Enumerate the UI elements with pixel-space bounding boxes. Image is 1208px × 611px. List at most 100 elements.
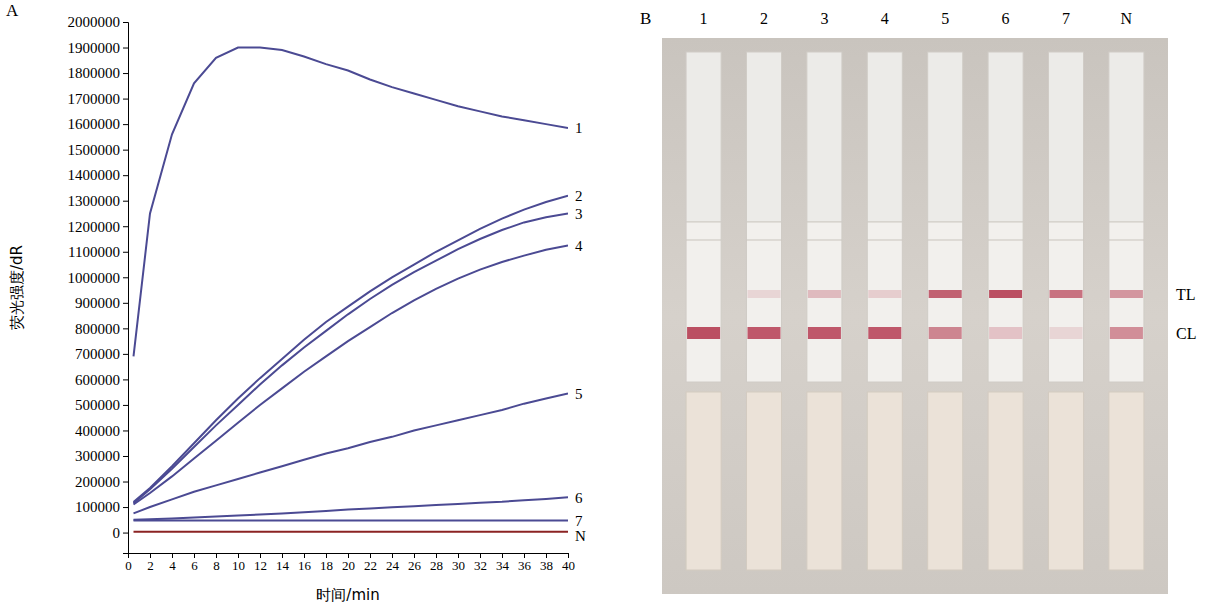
lane-label: 3 [820, 10, 828, 27]
y-tick-label: 1200000 [68, 219, 121, 235]
strip-top-pad [988, 52, 1023, 222]
strip [746, 52, 781, 570]
x-tick: 36 [518, 553, 532, 573]
x-tick-label: 14 [276, 558, 290, 573]
x-tick: 32 [474, 553, 487, 573]
strip-bottom-pad [988, 392, 1023, 570]
lane-label: 6 [1002, 10, 1010, 27]
lane-label: 1 [700, 10, 708, 27]
x-tick-label: 0 [125, 558, 132, 573]
figure: A010000020000030000040000050000060000070… [0, 0, 1208, 611]
x-tick-label: 2 [147, 558, 154, 573]
strip-edge [1109, 240, 1144, 241]
test-line-band [1049, 290, 1082, 298]
strip-edge [686, 240, 721, 241]
x-tick-label: 38 [540, 558, 553, 573]
y-tick-mark [123, 99, 128, 100]
x-tick-label: 6 [191, 558, 198, 573]
control-line-band [1049, 327, 1082, 339]
y-tick-mark [123, 124, 128, 125]
y-tick-mark [123, 226, 128, 227]
y-tick: 1100000 [68, 244, 128, 260]
x-tick-label: 20 [342, 558, 355, 573]
y-tick: 400000 [75, 423, 128, 439]
y-tick: 1200000 [68, 219, 129, 235]
control-line-band [808, 327, 841, 339]
x-tick: 8 [213, 553, 220, 573]
y-tick-mark [123, 201, 128, 202]
y-tick: 1700000 [68, 91, 129, 107]
y-axis-line [123, 23, 129, 554]
y-tick-mark [123, 48, 128, 49]
y-tick-mark [123, 22, 128, 23]
strip-bottom-pad [928, 392, 963, 570]
series-label: 1 [575, 120, 583, 136]
series-line [134, 520, 569, 522]
y-tick-mark [123, 482, 128, 483]
y-tick-label: 2000000 [68, 14, 121, 30]
y-tick-mark [123, 277, 128, 278]
y-tick-mark [123, 456, 128, 457]
lines [134, 48, 569, 532]
x-tick-label: 28 [430, 558, 443, 573]
series-line [134, 245, 569, 504]
y-tick-label: 1600000 [68, 116, 121, 132]
x-tick: 10 [232, 553, 245, 573]
test-line-band [989, 290, 1022, 298]
x-tick-label: 12 [254, 558, 267, 573]
y-tick-mark [123, 430, 128, 431]
y-tick: 1400000 [68, 167, 129, 183]
y-tick-mark [123, 303, 128, 304]
y-tick: 1900000 [68, 40, 129, 56]
control-line-band [687, 327, 720, 339]
test-line-band [687, 290, 720, 298]
x-tick: 40 [562, 553, 575, 573]
x-tick: 30 [452, 553, 465, 573]
x-tick: 14 [276, 553, 290, 573]
strip-top-pad [1048, 52, 1083, 222]
test-line-band [929, 290, 962, 298]
y-tick-mark [123, 405, 128, 406]
control-line-label: CL [1176, 325, 1196, 342]
strip-edge [867, 240, 902, 241]
strip-top-pad [1109, 52, 1144, 222]
x-tick-label: 40 [562, 558, 575, 573]
x-tick: 34 [496, 553, 510, 573]
y-axis-title: 荧光强度/dR [8, 245, 26, 330]
y-tick: 300000 [75, 448, 128, 464]
strip-membrane [1109, 222, 1144, 382]
x-tick-label: 36 [518, 558, 532, 573]
y-tick: 600000 [75, 372, 128, 388]
strip [988, 52, 1023, 570]
series-label: 6 [575, 490, 583, 506]
series-line [134, 531, 569, 533]
x-tick-label: 32 [474, 558, 487, 573]
x-tick-label: 16 [298, 558, 312, 573]
y-tick-mark [123, 175, 128, 176]
control-line-band [1110, 327, 1143, 339]
y-tick: 2000000 [68, 14, 129, 30]
x-tick: 16 [298, 553, 312, 573]
series-line [134, 497, 569, 519]
y-axis: 0100000200000300000400000500000600000700… [68, 14, 129, 553]
y-tick-mark [123, 73, 128, 74]
y-tick-label: 900000 [75, 295, 120, 311]
y-tick: 700000 [75, 346, 128, 362]
y-tick-label: 1500000 [68, 142, 121, 158]
strip-top-pad [746, 52, 781, 222]
y-tick: 100000 [75, 499, 128, 515]
y-tick-label: 1000000 [68, 270, 121, 286]
strip-bottom-pad [1048, 392, 1083, 570]
strip-membrane [928, 222, 963, 382]
x-axis-title: 时间/min [316, 586, 379, 604]
strip-bottom-pad [807, 392, 842, 570]
y-tick-label: 800000 [75, 321, 120, 337]
strip-bottom-pad [746, 392, 781, 570]
y-tick-mark [123, 507, 128, 508]
strip-edge [988, 240, 1023, 241]
x-tick-label: 34 [496, 558, 510, 573]
y-tick: 500000 [75, 397, 128, 413]
y-tick: 1300000 [68, 193, 129, 209]
panel-label: A [6, 1, 19, 20]
strip-bottom-pad [867, 392, 902, 570]
